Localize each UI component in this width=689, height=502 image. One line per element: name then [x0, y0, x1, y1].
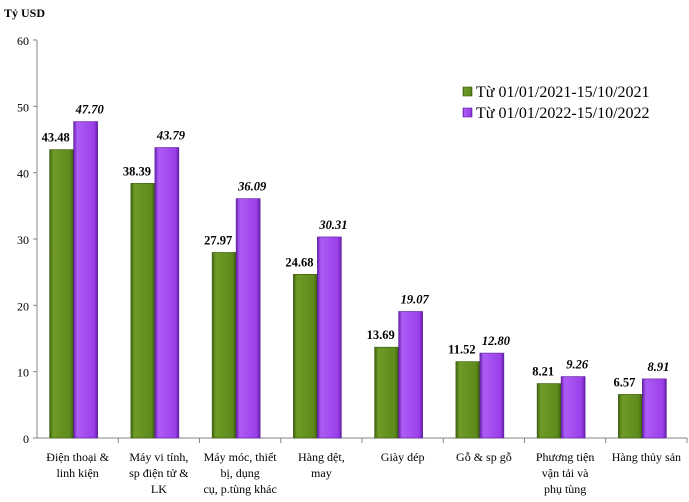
bar-series-1 — [293, 273, 318, 439]
data-label: 36.09 — [237, 180, 267, 194]
x-tick-label: Hàng dệt, may — [298, 450, 345, 480]
bar-series-2 — [479, 352, 505, 439]
bar-series-2 — [398, 311, 423, 439]
bar-series-1 — [618, 394, 643, 439]
bar-series-2 — [154, 147, 180, 439]
legend-label: Từ 01/01/2021-15/10/2021 — [476, 84, 650, 101]
x-tick-label: Hàng thủy sản — [612, 450, 681, 464]
y-tick-label: 30 — [17, 233, 29, 247]
bar-series-2 — [560, 376, 586, 439]
bar-series-1 — [211, 252, 237, 439]
data-label: 11.52 — [448, 343, 475, 357]
legend-swatch — [462, 107, 473, 118]
data-label: 13.69 — [367, 328, 395, 342]
y-tick-label: 50 — [17, 100, 29, 114]
bar-series-1 — [374, 346, 399, 439]
legend-label: Từ 01/01/2022-15/10/2022 — [476, 105, 650, 122]
bar-series-2 — [235, 198, 261, 439]
x-tick-label: Phương tiện vận tải và phụ tùng — [536, 450, 595, 496]
bar-series-2 — [642, 378, 667, 439]
data-label: 47.70 — [75, 103, 105, 117]
data-label: 24.68 — [285, 255, 313, 269]
y-axis-label: Tỷ USD — [4, 6, 45, 20]
bar-series-1 — [536, 383, 562, 439]
y-tick-label: 40 — [17, 167, 29, 181]
bar-series-1 — [130, 183, 156, 439]
data-label: 9.26 — [566, 358, 589, 372]
x-tick-label: Giày dép — [381, 450, 425, 464]
x-tick-label: Gỗ & sp gỗ — [456, 450, 512, 464]
data-label: 19.07 — [401, 293, 430, 307]
bar-series-2 — [73, 121, 98, 439]
legend-swatch — [462, 86, 473, 97]
y-tick-label: 0 — [23, 432, 29, 446]
bar-series-1 — [49, 149, 74, 439]
data-label: 8.21 — [532, 365, 554, 379]
y-tick-label: 10 — [17, 366, 29, 380]
data-label: 43.79 — [156, 129, 186, 143]
data-label: 8.91 — [647, 360, 669, 374]
x-tick-label: Máy móc, thiết bị, dụng cụ, p.tùng khác — [203, 450, 277, 496]
data-label: 43.48 — [42, 131, 70, 145]
x-tick-label: Điện thoại & linh kiện — [46, 450, 109, 480]
data-label: 6.57 — [613, 375, 635, 389]
data-label: 30.31 — [318, 218, 347, 232]
y-tick-label: 60 — [17, 34, 29, 48]
data-label: 12.80 — [482, 334, 511, 348]
bar-series-1 — [455, 361, 481, 439]
data-label: 38.39 — [123, 164, 151, 178]
y-tick-label: 20 — [17, 299, 29, 313]
data-label: 27.97 — [204, 233, 232, 247]
bar-series-2 — [317, 236, 342, 439]
x-tick-label: Máy vi tính, sp điện tử & LK — [129, 450, 189, 496]
